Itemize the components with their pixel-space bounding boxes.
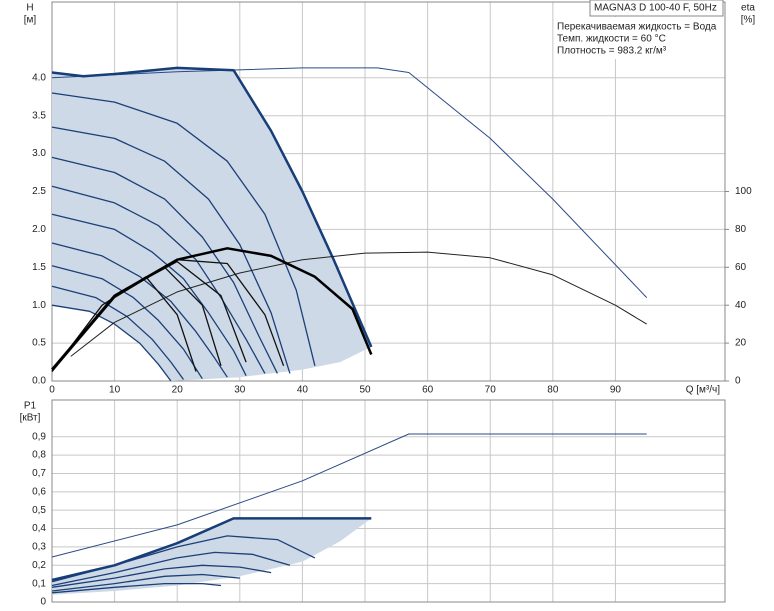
x-tick-label: 0: [49, 385, 55, 396]
x-tick-label: 40: [297, 385, 309, 396]
performance-curve: [51, 66, 373, 348]
annotation: Темп. жидкости = 60 °C: [557, 34, 666, 45]
y-axis-label: [кВт]: [20, 413, 41, 424]
performance-curve: [51, 92, 316, 366]
performance-curve: [51, 433, 647, 558]
operating-area: [52, 518, 372, 595]
performance-curve: [51, 551, 291, 587]
annotation: Перекачиваемая жидкость = Вода: [557, 22, 717, 33]
performance-curve: [51, 573, 240, 592]
performance-curve: [51, 517, 372, 582]
y2-tick-label: 0: [735, 376, 741, 387]
y2-axis-label: [%]: [741, 15, 756, 26]
y2-tick-label: 40: [735, 300, 747, 311]
y-axis-label: [м]: [24, 15, 37, 26]
info-box: [589, 0, 724, 17]
chart-title: MAGNA3 D 100-40 F, 50Hz: [594, 3, 717, 14]
y-tick-label: 0.0: [32, 376, 46, 387]
y-tick-label: 2.5: [32, 186, 46, 197]
y-tick-label: 2.0: [32, 224, 46, 235]
x-tick-label: 50: [359, 385, 371, 396]
y2-tick-label: 100: [735, 186, 752, 197]
y-tick-label: 0,9: [32, 431, 46, 442]
y-tick-label: 0,5: [32, 505, 46, 516]
y2-tick-label: 60: [735, 262, 747, 273]
performance-curve: [51, 304, 172, 382]
performance-curve: [51, 213, 247, 376]
y-tick-label: 0,3: [32, 542, 46, 553]
y-axis-label: H: [26, 3, 33, 14]
performance-curve: [51, 67, 648, 298]
y-tick-label: 0,4: [32, 523, 46, 534]
y-tick-label: 3.5: [32, 110, 46, 121]
performance-curve: [51, 185, 266, 374]
y-tick-label: 3.0: [32, 148, 46, 159]
x-tick-label: 90: [610, 385, 622, 396]
y2-axis-label: eta: [741, 3, 755, 14]
y-tick-label: 0: [40, 597, 46, 608]
y-tick-label: 1.0: [32, 300, 46, 311]
y2-tick-label: 20: [735, 338, 747, 349]
x-tick-label: 80: [547, 385, 559, 396]
y-tick-label: 1.5: [32, 262, 46, 273]
info-background: [554, 17, 724, 59]
y2-tick-label: 80: [735, 224, 747, 235]
y-tick-label: 0,1: [32, 578, 46, 589]
x-tick-label: 70: [485, 385, 497, 396]
efficiency-curve: [70, 251, 647, 357]
y-tick-label: 0,2: [32, 560, 46, 571]
y-tick-label: 4.0: [32, 72, 46, 83]
y-tick-label: 0,6: [32, 486, 46, 497]
performance-curve: [51, 126, 291, 374]
performance-curve: [51, 156, 278, 374]
performance-curve: [51, 582, 222, 594]
x-tick-label: 30: [234, 385, 246, 396]
y-tick-label: 0.5: [32, 338, 46, 349]
performance-curve: [51, 564, 272, 588]
performance-curve: [51, 265, 203, 380]
performance-curve: [51, 242, 228, 378]
annotation: Плотность = 983.2 кг/м³: [557, 46, 667, 57]
y-tick-label: 0,8: [32, 450, 46, 461]
x-tick-label: 60: [422, 385, 434, 396]
x-tick-label: 20: [172, 385, 184, 396]
efficiency-curve: [51, 247, 373, 371]
y-tick-label: 0,7: [32, 468, 46, 479]
x-tick-label: 10: [109, 385, 121, 396]
performance-curve: [51, 285, 185, 380]
x-axis-label: Q [м³/ч]: [686, 385, 721, 396]
y-axis-label: P1: [24, 401, 37, 412]
plot-frame: [51, 399, 726, 603]
